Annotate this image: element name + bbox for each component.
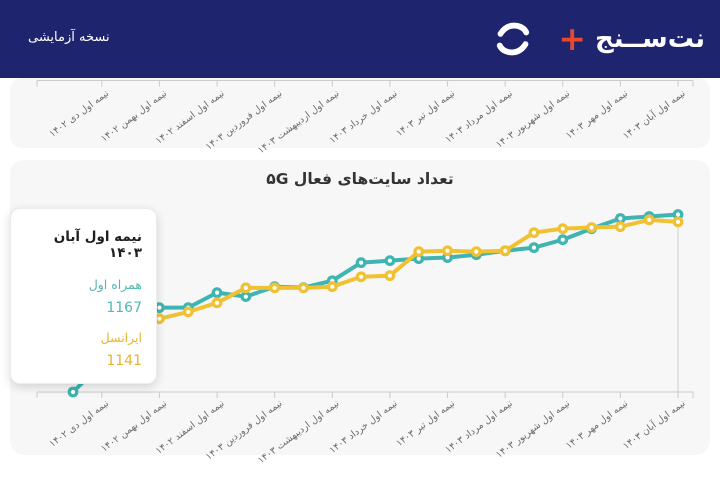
strip-axis-ticks: [36, 80, 694, 87]
series-marker-center: [358, 260, 364, 265]
series-marker-center: [445, 248, 450, 253]
series-marker-center: [416, 256, 421, 261]
series-marker-center: [531, 230, 537, 235]
trial-version-label: نسخه آزمایشی: [28, 30, 110, 45]
series-marker-center: [358, 274, 364, 279]
series-marker-center: [531, 245, 537, 250]
series-marker-center: [243, 285, 248, 290]
brand-plus-sign: +: [558, 19, 587, 58]
series-marker-center: [272, 285, 277, 290]
series-line-0: [71, 212, 680, 394]
brand-name: نت‌ســنج: [595, 24, 705, 54]
series-marker-center: [301, 285, 306, 290]
series-marker-center: [243, 294, 248, 299]
chart-tooltip: نیمه اول آبان ۱۴۰۳ همراه اول 1167 ایرانس…: [10, 208, 157, 384]
tooltip-series-label-irancell: ایرانسل: [100, 330, 142, 345]
series-marker-center: [387, 258, 393, 263]
tooltip-series-value-hamrah: 1167: [106, 300, 142, 316]
series-marker-center: [157, 316, 162, 321]
chart-title: تعداد سایت‌های فعال ۵G: [266, 170, 454, 188]
series-marker-center: [647, 217, 652, 222]
series-marker-center: [330, 284, 335, 289]
series-marker-center: [214, 300, 220, 305]
series-marker-center: [675, 212, 681, 217]
tooltip-series-value-irancell: 1141: [106, 353, 142, 369]
app-header: نسخه آزمایشی + نت‌ســنج: [0, 0, 720, 78]
series-marker-center: [214, 290, 220, 295]
series-marker-center: [675, 219, 681, 224]
series-marker-center: [387, 273, 393, 278]
series-marker-center: [445, 255, 450, 260]
series-marker-center: [560, 226, 565, 231]
series-marker-center: [560, 237, 565, 242]
series-marker-center: [70, 389, 76, 395]
series-marker-center: [186, 309, 191, 314]
previous-chart-axis-strip: [10, 78, 710, 148]
series-line-1: [71, 217, 680, 349]
series-marker-center: [157, 305, 162, 310]
series-marker-center: [618, 216, 623, 221]
brand-logo[interactable]: + نت‌ســنج: [491, 14, 705, 64]
series-marker-center: [589, 225, 594, 230]
series-marker-center: [416, 249, 421, 254]
line-chart-plot[interactable]: [0, 200, 720, 400]
tooltip-period-title: نیمه اول آبان ۱۴۰۳: [53, 229, 142, 261]
series-marker-center: [503, 248, 508, 253]
tooltip-series-label-hamrah: همراه اول: [88, 277, 142, 292]
series-marker-center: [474, 249, 479, 254]
swirl-wave-icon: [497, 22, 530, 56]
series-marker-center: [618, 224, 623, 229]
